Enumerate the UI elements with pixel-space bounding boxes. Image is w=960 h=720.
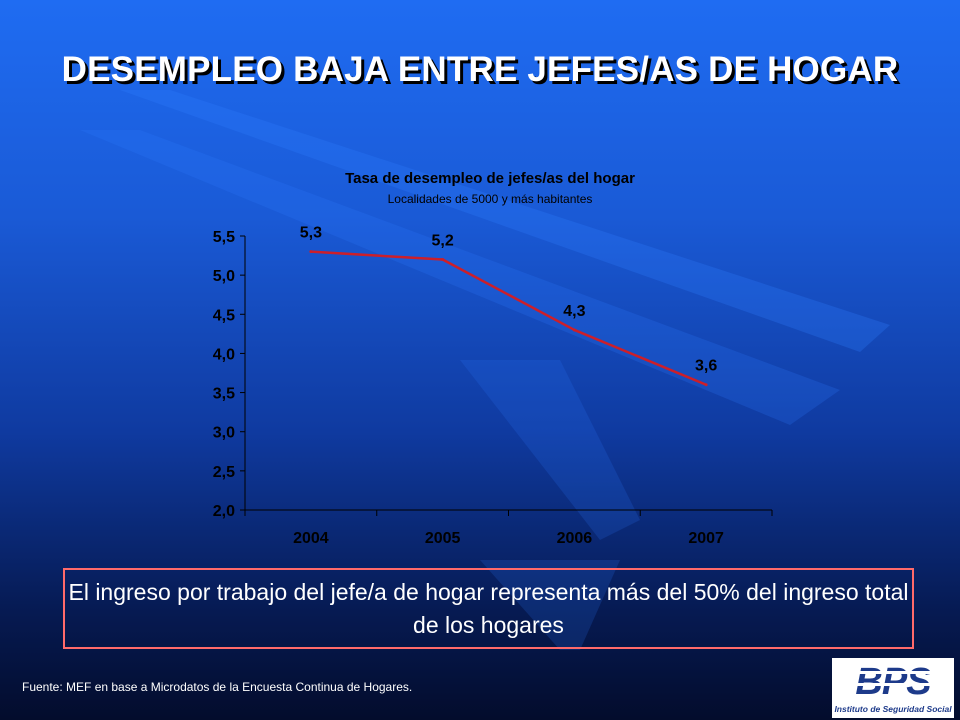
logo-wordmark: BPS	[855, 661, 931, 703]
x-tick-label: 2006	[557, 530, 593, 547]
y-tick-label: 5,5	[213, 229, 235, 246]
chart-title: Tasa de desempleo de jefes/as del hogar	[345, 170, 635, 187]
data-point	[309, 250, 313, 254]
key-finding-box: El ingreso por trabajo del jefe/a de hog…	[63, 568, 914, 649]
data-label: 5,2	[432, 232, 454, 249]
y-axis-ticks: 2,0 2,5 3,0 3,5 4,0 4,5 5,0 5,5	[213, 229, 245, 520]
y-tick-label: 4,5	[213, 307, 235, 324]
x-tick-label: 2004	[293, 530, 329, 547]
y-tick-label: 5,0	[213, 268, 235, 285]
chart-subtitle: Localidades de 5000 y más habitantes	[387, 192, 593, 206]
chart-series	[309, 250, 708, 387]
y-tick-label: 4,0	[213, 346, 235, 363]
data-point	[572, 328, 576, 332]
chart-axes	[244, 236, 772, 511]
y-tick-label: 3,5	[213, 386, 235, 403]
logo-subtitle: Instituto de Seguridad Social	[834, 704, 952, 714]
slide-title: DESEMPLEO BAJA ENTRE JEFES/AS DE HOGAR	[61, 50, 899, 89]
x-axis-ticks: 2004 2005 2006 2007	[244, 510, 773, 547]
data-label: 3,6	[695, 358, 717, 375]
data-point	[704, 383, 708, 387]
x-tick-label: 2005	[425, 530, 461, 547]
logo-stripe	[841, 671, 945, 674]
key-finding-text: El ingreso por trabajo del jefe/a de hog…	[68, 578, 909, 638]
data-labels: 5,3 5,2 4,3 3,6	[300, 225, 718, 375]
data-label: 4,3	[563, 303, 585, 320]
y-tick-label: 2,5	[213, 464, 235, 481]
bps-logo: BPS Instituto de Seguridad Social	[832, 658, 954, 718]
series-line	[310, 250, 707, 386]
y-tick-label: 2,0	[213, 503, 235, 520]
x-tick-label: 2007	[688, 530, 724, 547]
data-label: 5,3	[300, 225, 322, 242]
logo-stripe	[841, 683, 945, 686]
source-note: Fuente: MEF en base a Microdatos de la E…	[22, 680, 413, 694]
y-tick-label: 3,0	[213, 425, 235, 442]
data-point	[441, 257, 445, 261]
